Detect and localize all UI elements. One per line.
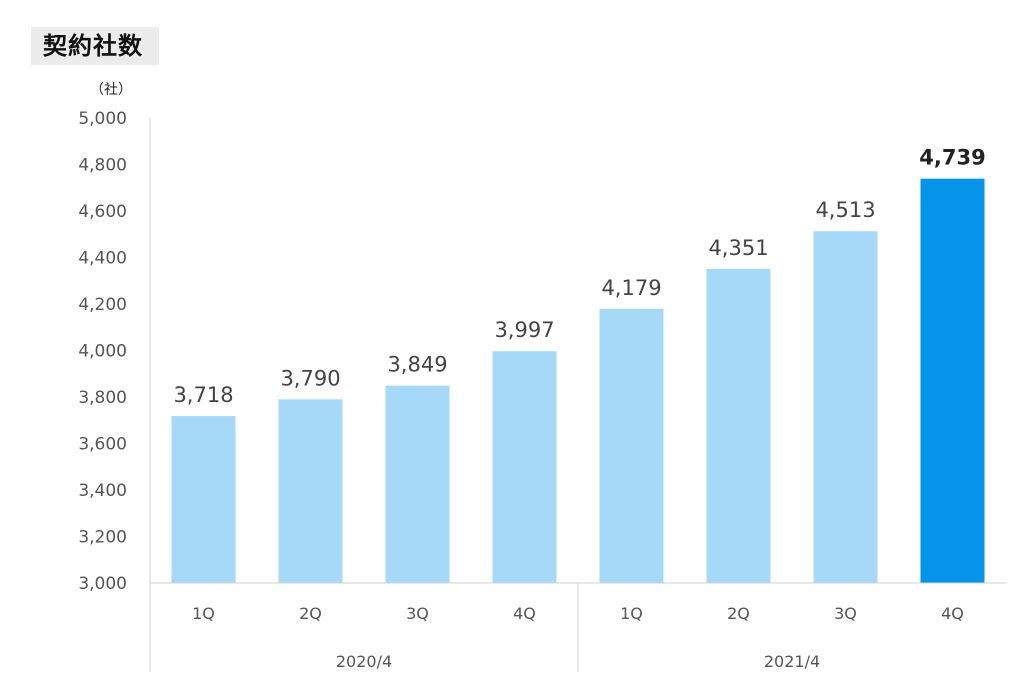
data-label: 4,351 xyxy=(708,236,768,260)
data-label: 4,513 xyxy=(815,198,875,222)
x-tick-label: 1Q xyxy=(620,604,643,623)
x-tick-label: 3Q xyxy=(406,604,429,623)
title-background xyxy=(31,27,159,65)
x-tick-label: 4Q xyxy=(513,604,536,623)
x-tick-label: 2Q xyxy=(727,604,750,623)
y-tick-label: 3,200 xyxy=(78,528,127,548)
data-label: 3,790 xyxy=(280,366,340,390)
x-tick-label: 3Q xyxy=(834,604,857,623)
y-tick-label: 5,000 xyxy=(78,109,127,129)
y-tick-label: 3,600 xyxy=(78,435,127,455)
data-label: 3,849 xyxy=(387,353,447,377)
x-tick-label: 2Q xyxy=(299,604,322,623)
y-tick-label: 4,600 xyxy=(78,202,127,222)
y-tick-label: 4,200 xyxy=(78,295,127,315)
y-tick-label: 4,400 xyxy=(78,249,127,269)
bar xyxy=(920,178,985,583)
bar xyxy=(813,231,878,584)
data-label: 4,179 xyxy=(601,276,661,300)
data-label: 3,718 xyxy=(173,383,233,407)
data-label: 4,739 xyxy=(919,146,985,170)
bar xyxy=(599,308,664,583)
bar xyxy=(278,399,343,583)
x-group-label: 2020/4 xyxy=(336,652,392,671)
x-group-label: 2021/4 xyxy=(764,652,820,671)
y-tick-label: 3,000 xyxy=(78,574,127,594)
bar xyxy=(171,416,236,583)
y-axis-unit: （社） xyxy=(90,82,132,98)
y-tick-label: 3,400 xyxy=(78,481,127,501)
bar xyxy=(492,351,557,583)
y-tick-label: 4,800 xyxy=(78,156,127,176)
chart-title: 契約社数 xyxy=(43,32,143,60)
y-tick-label: 4,000 xyxy=(78,342,127,362)
x-tick-label: 4Q xyxy=(941,604,964,623)
x-tick-label: 1Q xyxy=(192,604,215,623)
bar xyxy=(385,385,450,583)
bar xyxy=(706,268,771,583)
y-tick-label: 3,800 xyxy=(78,388,127,408)
data-label: 3,997 xyxy=(494,318,554,342)
